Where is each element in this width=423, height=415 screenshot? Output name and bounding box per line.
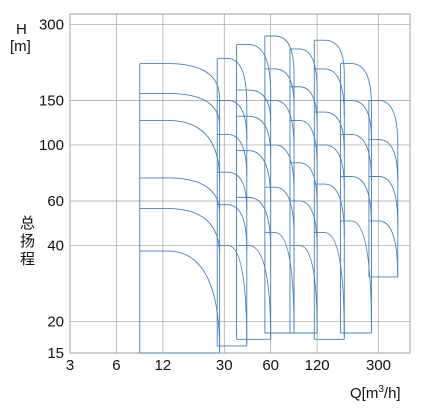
x-tick-label: 30: [216, 357, 233, 374]
impeller-curve: [236, 43, 272, 94]
impeller-curve: [217, 100, 248, 140]
impeller-curve: [236, 196, 272, 249]
impeller-curve: [314, 39, 345, 75]
pump-curves: [139, 35, 399, 354]
impeller-curve: [340, 176, 372, 225]
y-tick-label: 100: [39, 137, 64, 154]
x-tick-label: 300: [366, 357, 391, 374]
impeller-curve: [368, 100, 399, 144]
pump-region: [236, 43, 272, 340]
impeller-curve: [139, 250, 221, 351]
impeller-curve: [289, 48, 318, 91]
x-tick-labels: 3 6 12 30 60 120 300: [66, 357, 391, 374]
y-axis-label-char-2: 扬: [20, 233, 35, 250]
y-tick-label: 40: [47, 237, 64, 254]
impeller-curve: [217, 171, 248, 210]
impeller-curve: [139, 177, 221, 214]
impeller-curve: [368, 176, 399, 225]
y-axis-label-char-3: 程: [20, 251, 35, 268]
grid: [70, 14, 410, 353]
pump-region: [216, 58, 248, 347]
pump-region: [289, 48, 318, 334]
x-tick-label: 6: [112, 357, 120, 374]
x-axis-label-suffix: /h]: [384, 385, 401, 402]
pump-region: [368, 100, 399, 278]
y-axis-unit-bracket: [m]: [10, 38, 31, 55]
y-tick-label: 150: [39, 92, 64, 109]
impeller-curve: [217, 204, 248, 250]
x-tick-label: 12: [155, 357, 172, 374]
impeller-curve: [314, 232, 345, 337]
y-tick-labels: 15 20 40 60 100 150 300: [39, 16, 64, 362]
impeller-curve: [340, 134, 372, 181]
impeller-curve: [368, 139, 399, 181]
x-tick-label: 60: [262, 357, 279, 374]
x-axis-label-sup: 3: [378, 384, 384, 395]
impeller-curve: [139, 208, 221, 255]
pump-region: [313, 39, 345, 340]
impeller-curve: [236, 150, 272, 201]
impeller-curve: [217, 134, 248, 177]
plot-frame: [69, 13, 411, 354]
x-tick-label: 120: [305, 357, 330, 374]
impeller-curve: [264, 35, 295, 74]
impeller-curve: [139, 63, 221, 99]
impeller-curve: [340, 63, 372, 105]
impeller-curve: [139, 120, 221, 181]
y-tick-label: 15: [47, 345, 64, 362]
y-axis-label-char-1: 总: [20, 215, 35, 232]
impeller-curve: [217, 58, 248, 105]
impeller-curve: [314, 111, 345, 150]
impeller-curve: [139, 92, 221, 126]
x-tick-label: 3: [66, 357, 74, 374]
impeller-curve: [314, 68, 345, 116]
y-tick-label: 20: [47, 313, 64, 330]
pump-region: [340, 63, 372, 334]
impeller-curve: [340, 220, 372, 330]
impeller-curve: [340, 100, 372, 140]
impeller-curve: [236, 244, 272, 338]
pump-region: [264, 35, 295, 334]
impeller-curve: [314, 183, 345, 236]
x-axis-label: Q[m3/h]: [350, 384, 401, 402]
y-tick-label: 60: [47, 193, 64, 210]
y-axis-unit: H: [16, 21, 27, 38]
x-axis-label-prefix: Q[m: [350, 385, 378, 402]
impeller-curve: [314, 144, 345, 189]
y-tick-label: 300: [39, 16, 64, 33]
impeller-curve: [368, 220, 399, 277]
impeller-curve: [217, 244, 248, 344]
impeller-curve: [236, 115, 272, 156]
pump-region: [139, 63, 221, 354]
